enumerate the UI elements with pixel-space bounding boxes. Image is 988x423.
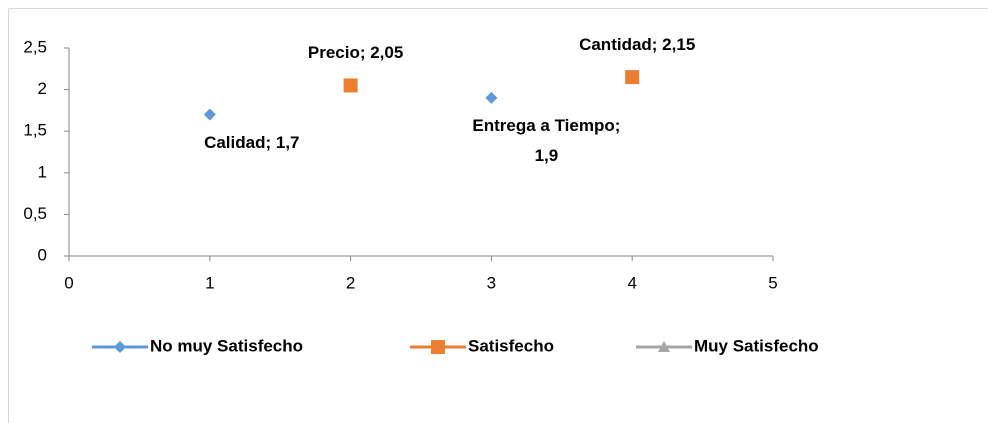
x-tick-label: 4 bbox=[627, 273, 636, 292]
data-label: Precio; 2,05 bbox=[307, 43, 404, 63]
legend-label: No muy Satisfecho bbox=[150, 336, 303, 355]
y-tick-label: 2,5 bbox=[23, 37, 47, 56]
y-tick-label: 0,5 bbox=[23, 204, 47, 223]
y-tick-label: 1,5 bbox=[23, 121, 47, 140]
data-label: Cantidad; 2,15 bbox=[579, 35, 696, 55]
point bbox=[625, 70, 640, 85]
x-tick-label: 3 bbox=[487, 273, 496, 292]
x-tick-label: 0 bbox=[64, 273, 73, 292]
point bbox=[343, 78, 358, 93]
legend-marker bbox=[431, 340, 445, 354]
legend-marker bbox=[658, 341, 670, 352]
point bbox=[203, 108, 216, 121]
legend-label: Muy Satisfecho bbox=[694, 336, 819, 355]
y-tick-label: 0 bbox=[38, 245, 47, 264]
y-tick-label: 2 bbox=[38, 79, 47, 98]
data-label: Entrega a Tiempo; 1,9 bbox=[472, 115, 621, 165]
point bbox=[485, 91, 498, 104]
x-tick-label: 5 bbox=[768, 273, 777, 292]
x-tick-label: 2 bbox=[346, 273, 355, 292]
legend-label: Satisfecho bbox=[468, 336, 554, 355]
data-label: Calidad; 1,7 bbox=[204, 132, 300, 152]
x-tick-label: 1 bbox=[205, 273, 214, 292]
y-tick-label: 1 bbox=[38, 162, 47, 181]
legend-marker bbox=[114, 341, 126, 353]
